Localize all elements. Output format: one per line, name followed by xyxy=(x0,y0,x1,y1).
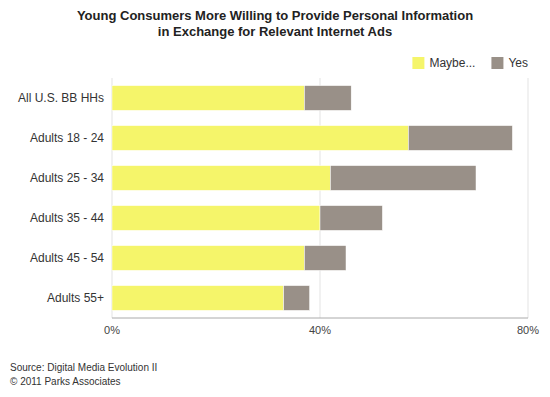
category-label: Adults 55+ xyxy=(47,291,104,305)
category-label: All U.S. BB HHs xyxy=(18,91,104,105)
bar xyxy=(112,246,304,271)
grid-line xyxy=(528,78,529,318)
bar xyxy=(112,206,320,231)
tick-label: 40% xyxy=(309,324,331,336)
legend-swatch xyxy=(412,57,424,69)
annotation: Source: Digital Media Evolution II xyxy=(10,362,157,373)
category-label: Adults 35 - 44 xyxy=(30,211,104,225)
bar xyxy=(330,166,476,191)
bar xyxy=(112,166,330,191)
bar xyxy=(112,86,304,111)
grid-line xyxy=(320,78,321,318)
category-label: Adults 25 - 34 xyxy=(30,171,104,185)
grid-line xyxy=(112,78,113,318)
category-label: Adults 18 - 24 xyxy=(30,131,104,145)
chart: Young Consumers More Willing to Provide … xyxy=(0,0,550,397)
x-axis xyxy=(112,318,528,319)
legend-label: Yes xyxy=(508,56,528,70)
bar xyxy=(284,286,310,311)
legend-swatch xyxy=(491,57,503,69)
bar xyxy=(304,86,351,111)
bar xyxy=(112,126,408,151)
tick-label: 0% xyxy=(104,324,120,336)
category-label: Adults 45 - 54 xyxy=(30,251,104,265)
bar xyxy=(408,126,512,151)
bar xyxy=(320,206,382,231)
bar xyxy=(304,246,346,271)
legend-item: Maybe... xyxy=(412,56,475,70)
legend-label: Maybe... xyxy=(429,56,475,70)
legend-item: Yes xyxy=(491,56,528,70)
bar xyxy=(112,286,284,311)
annotation: © 2011 Parks Associates xyxy=(10,376,121,387)
grid xyxy=(112,78,528,318)
tick-label: 80% xyxy=(517,324,539,336)
legend: Maybe... Yes xyxy=(412,56,528,70)
title: Young Consumers More Willing to Provide … xyxy=(77,8,473,39)
bars xyxy=(112,86,512,311)
